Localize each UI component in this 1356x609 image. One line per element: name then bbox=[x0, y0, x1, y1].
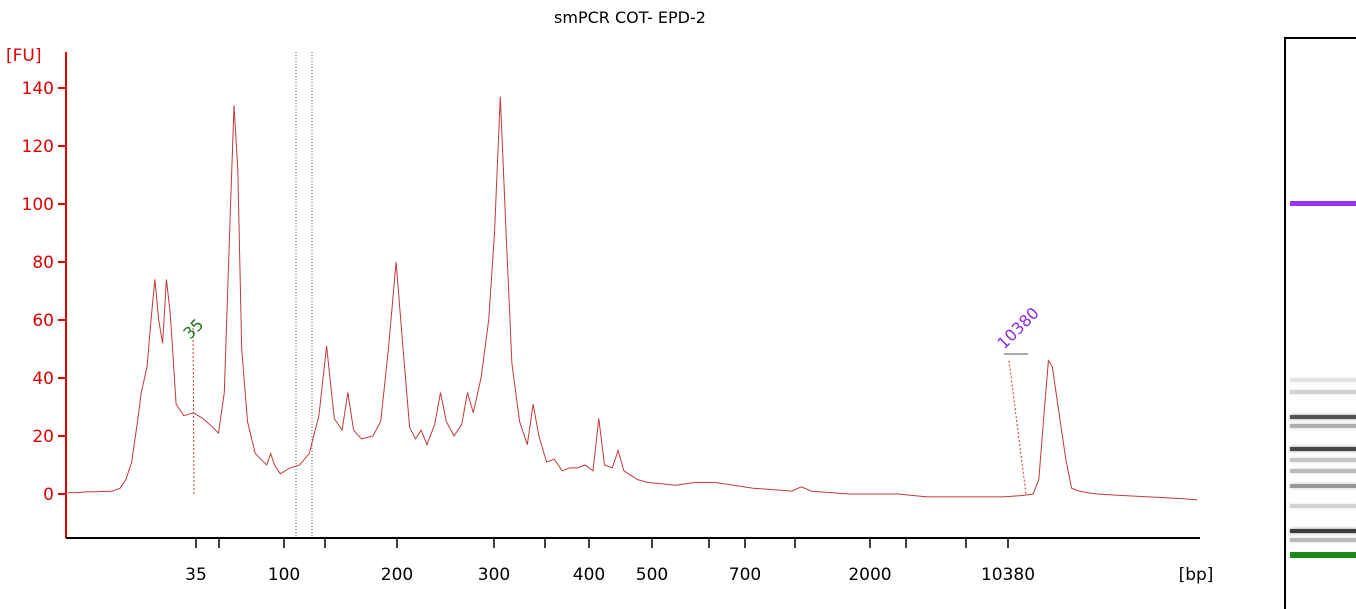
gel-band bbox=[1290, 484, 1356, 488]
gel-band bbox=[1290, 447, 1356, 451]
lower-marker-fit bbox=[192, 319, 195, 495]
gel-band bbox=[1290, 469, 1356, 473]
y-tick-label: 40 bbox=[32, 369, 54, 389]
gel-image bbox=[1284, 37, 1356, 609]
lower-marker-annotation: 35 bbox=[179, 315, 207, 343]
upper-marker-annotation: 10380 bbox=[993, 303, 1042, 352]
y-tick-label: 120 bbox=[22, 137, 54, 157]
electropherogram-trace bbox=[67, 96, 1198, 501]
x-tick-label: 700 bbox=[729, 565, 761, 585]
gel-band bbox=[1290, 378, 1356, 382]
x-tick-label: 100 bbox=[268, 565, 300, 585]
gel-band bbox=[1290, 529, 1356, 533]
y-tick-label: 60 bbox=[32, 311, 54, 331]
x-axis-label: [bp] bbox=[1179, 565, 1214, 585]
y-tick-label: 0 bbox=[43, 485, 54, 505]
chart-title: smPCR COT- EPD-2 bbox=[554, 8, 706, 27]
y-tick-label: 80 bbox=[32, 253, 54, 273]
gel-band bbox=[1290, 538, 1356, 542]
y-tick-label: 140 bbox=[22, 79, 54, 99]
x-tick-label: 500 bbox=[636, 565, 668, 585]
electropherogram-plot: 0 20 40 60 80 100 120 140 [FU] 35 100 200 300 400 500 7… bbox=[6, 46, 1214, 585]
gel-band bbox=[1290, 504, 1356, 508]
x-tick-label: 2000 bbox=[848, 565, 891, 585]
gel-band bbox=[1290, 424, 1356, 428]
y-tick-label: 20 bbox=[32, 427, 54, 447]
upper-marker-fit bbox=[1008, 360, 1027, 495]
gel-band bbox=[1290, 390, 1356, 394]
x-tick-label: 10380 bbox=[981, 565, 1035, 585]
x-tick-label: 300 bbox=[478, 565, 510, 585]
x-tick-label: 35 bbox=[185, 565, 207, 585]
gel-band bbox=[1290, 415, 1356, 419]
y-tick-label: 100 bbox=[22, 195, 54, 215]
x-tick-label: 400 bbox=[573, 565, 605, 585]
gel-band bbox=[1290, 458, 1356, 462]
x-tick-label: 200 bbox=[381, 565, 413, 585]
gel-lower-marker-band bbox=[1290, 552, 1356, 558]
y-axis-label: [FU] bbox=[6, 46, 42, 66]
gel-upper-marker-band bbox=[1290, 201, 1356, 206]
